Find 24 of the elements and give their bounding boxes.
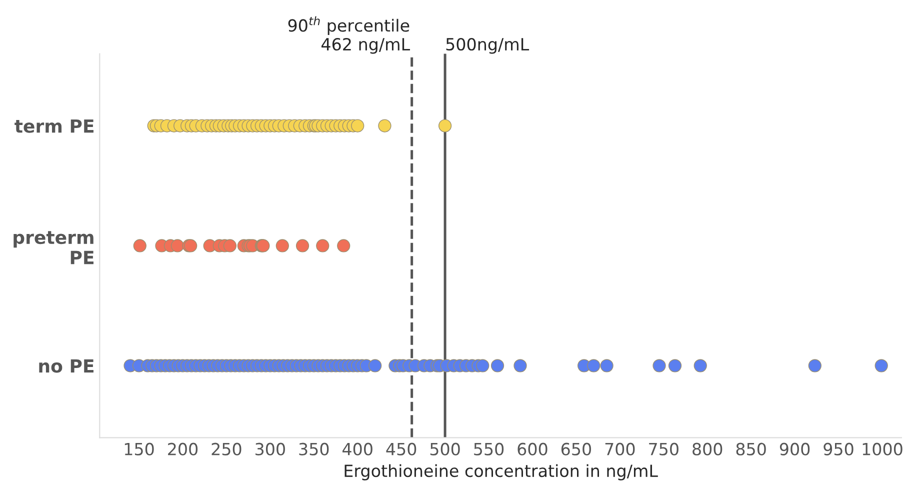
x-tick-label: 250 xyxy=(212,442,242,456)
y-tick-label: preterm PE xyxy=(14,231,94,264)
x-axis-title: Ergothioneine concentration in ng/mL xyxy=(344,464,658,480)
x-tick-label: 200 xyxy=(168,442,198,456)
x-tick-label: 1000 xyxy=(862,442,902,456)
x-tick-label: 150 xyxy=(124,442,154,456)
x-tick-label: 900 xyxy=(780,442,810,456)
y-tick-label: no PE xyxy=(39,359,94,373)
x-tick-label: 850 xyxy=(736,442,766,456)
x-tick-label: 500 xyxy=(430,442,460,456)
ref-line-label: 500ng/mL xyxy=(446,38,530,54)
x-tick-label: 750 xyxy=(649,442,678,456)
x-tick-label: 700 xyxy=(605,442,635,456)
x-tick-label: 550 xyxy=(474,442,504,456)
x-tick-label: 950 xyxy=(824,442,854,456)
x-tick-label: 350 xyxy=(299,442,329,456)
x-tick-label: 300 xyxy=(256,442,285,456)
y-tick-label: term PE xyxy=(14,119,94,133)
x-tick-label: 600 xyxy=(518,442,548,456)
x-tick-label: 450 xyxy=(386,442,416,456)
x-tick-label: 400 xyxy=(342,442,372,456)
ref-line-label: 90$^{th}$ percentile 462 ng/mL xyxy=(288,16,410,54)
x-tick-label: 650 xyxy=(561,442,591,456)
x-tick-label: 800 xyxy=(692,442,722,456)
